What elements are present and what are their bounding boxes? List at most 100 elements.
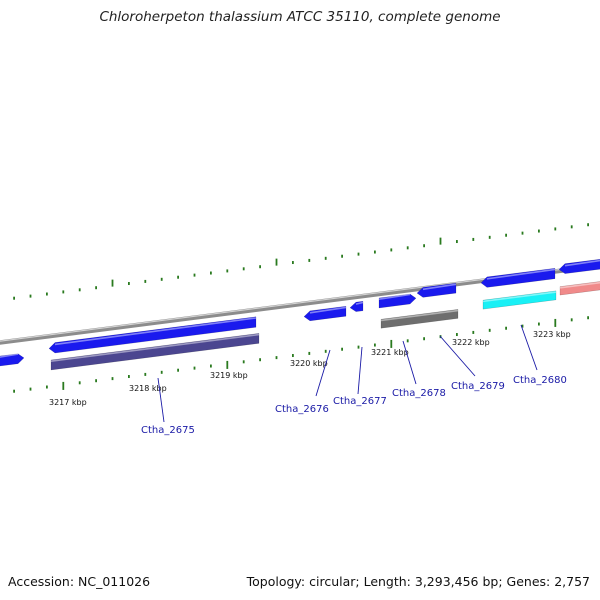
tick-mark <box>177 275 179 279</box>
gene-ctha-2680-product <box>482 290 557 310</box>
tick-mark <box>259 265 261 269</box>
kbp-label: 3217 kbp <box>49 398 87 407</box>
tick-mark <box>226 269 229 273</box>
gene-ctha-2675-product-gloss <box>50 333 260 362</box>
gene-ctha-2675-product-shape <box>50 333 260 371</box>
tick-mark <box>292 261 294 265</box>
gene-ctha-2675 <box>48 316 257 354</box>
tick-mark <box>472 237 475 241</box>
tick-mark <box>226 360 229 369</box>
gene-ctha-2677 <box>349 301 364 312</box>
gene-label-ctha-2676[interactable]: Ctha_2676 <box>275 349 331 415</box>
tick-mark <box>456 333 458 337</box>
tick-mark <box>259 358 261 362</box>
tick-mark <box>111 377 114 381</box>
gene-label-text[interactable]: Ctha_2678 <box>392 388 446 399</box>
tick-mark <box>111 279 114 287</box>
tick-mark <box>29 294 32 298</box>
gene-ctha-2678-product-gloss <box>380 309 459 322</box>
tick-mark <box>13 389 15 393</box>
tick-row-upper <box>13 223 589 300</box>
tick-mark <box>357 345 360 349</box>
tick-mark <box>554 227 557 231</box>
gene-ctha-2678-product <box>380 309 459 329</box>
tick-mark <box>78 288 81 292</box>
tick-mark <box>144 372 147 376</box>
map-title: Chloroherpeton thalassium ATCC 35110, co… <box>99 9 501 25</box>
gene-label-text[interactable]: Ctha_2677 <box>333 396 387 407</box>
tick-mark <box>570 225 573 229</box>
tick-mark <box>374 250 376 254</box>
label-leader-line <box>402 340 417 385</box>
tick-mark <box>62 381 65 390</box>
tick-mark <box>538 322 540 326</box>
tick-mark <box>423 337 425 341</box>
gene-ctha-2680-shape <box>480 267 556 288</box>
tick-mark <box>210 271 212 275</box>
gene-label-ctha-2678[interactable]: Ctha_2678 <box>392 340 446 399</box>
tick-mark <box>95 286 97 290</box>
tick-mark <box>341 254 343 258</box>
tick-mark <box>324 256 327 260</box>
kbp-label: 3220 kbp <box>290 359 328 368</box>
tick-mark <box>374 343 376 347</box>
gene-ctha-2677-shape <box>349 301 364 312</box>
tick-mark <box>46 292 48 296</box>
tick-mark <box>554 318 557 327</box>
tick-mark <box>406 339 409 343</box>
tick-mark <box>210 364 212 368</box>
gene-ctha-2679-shape <box>416 282 457 298</box>
gene-left-edge <box>0 353 25 367</box>
label-leader-line <box>520 324 538 371</box>
gene-ctha-2680-gloss <box>486 268 556 280</box>
tick-mark <box>160 277 163 281</box>
gene-label-text[interactable]: Ctha_2675 <box>141 425 195 436</box>
kbp-label: 3222 kbp <box>452 338 490 347</box>
gene-label-ctha-2675[interactable]: Ctha_2675 <box>141 377 195 436</box>
tick-mark <box>406 246 409 250</box>
tick-mark <box>488 328 491 332</box>
tick-mark <box>390 339 393 348</box>
tick-mark <box>308 351 311 355</box>
gene-right-edge-gloss <box>564 259 600 267</box>
tick-mark <box>390 248 393 252</box>
gene-label-ctha-2680[interactable]: Ctha_2680 <box>513 324 567 386</box>
tick-mark <box>587 223 589 227</box>
tick-mark <box>488 235 491 239</box>
gene-label-ctha-2677[interactable]: Ctha_2677 <box>333 346 387 407</box>
kbp-label: 3223 kbp <box>533 330 571 339</box>
tick-mark <box>46 385 48 389</box>
gene-label-text[interactable]: Ctha_2680 <box>513 375 567 386</box>
kbp-label: 3221 kbp <box>371 348 409 357</box>
tick-mark <box>423 244 425 248</box>
gene-left-edge-shape <box>0 353 25 367</box>
gene-right-edge-product-gloss <box>559 281 600 289</box>
tick-mark <box>521 231 524 235</box>
tick-mark <box>505 326 507 330</box>
gene-ctha-2675-shape <box>48 316 257 354</box>
tick-mark <box>128 282 130 286</box>
gene-left-edge-gloss <box>0 353 19 358</box>
tick-mark <box>128 375 130 379</box>
tick-mark <box>570 318 573 322</box>
tick-mark <box>521 324 524 328</box>
gene-ctha-2680 <box>480 267 556 288</box>
gene-ctha-2678 <box>378 293 417 309</box>
gene-label-text[interactable]: Ctha_2679 <box>451 381 505 392</box>
tick-mark <box>538 229 540 233</box>
tick-row-lower <box>13 316 589 393</box>
gene-ctha-2679-gloss <box>422 283 457 291</box>
gene-ctha-2680-product-shape <box>482 290 557 310</box>
tick-mark <box>292 354 294 358</box>
gene-ctha-2675-gloss <box>54 317 257 346</box>
tick-mark <box>341 347 343 351</box>
tick-mark <box>357 252 360 256</box>
gene-ctha-2676 <box>303 305 347 322</box>
gene-label-text[interactable]: Ctha_2676 <box>275 404 329 415</box>
gene-right-edge-shape <box>558 258 600 274</box>
label-leader-line <box>357 346 363 395</box>
gene-label-ctha-2679[interactable]: Ctha_2679 <box>439 335 505 392</box>
tick-mark <box>78 381 81 385</box>
gene-ctha-2675-product <box>50 333 260 371</box>
